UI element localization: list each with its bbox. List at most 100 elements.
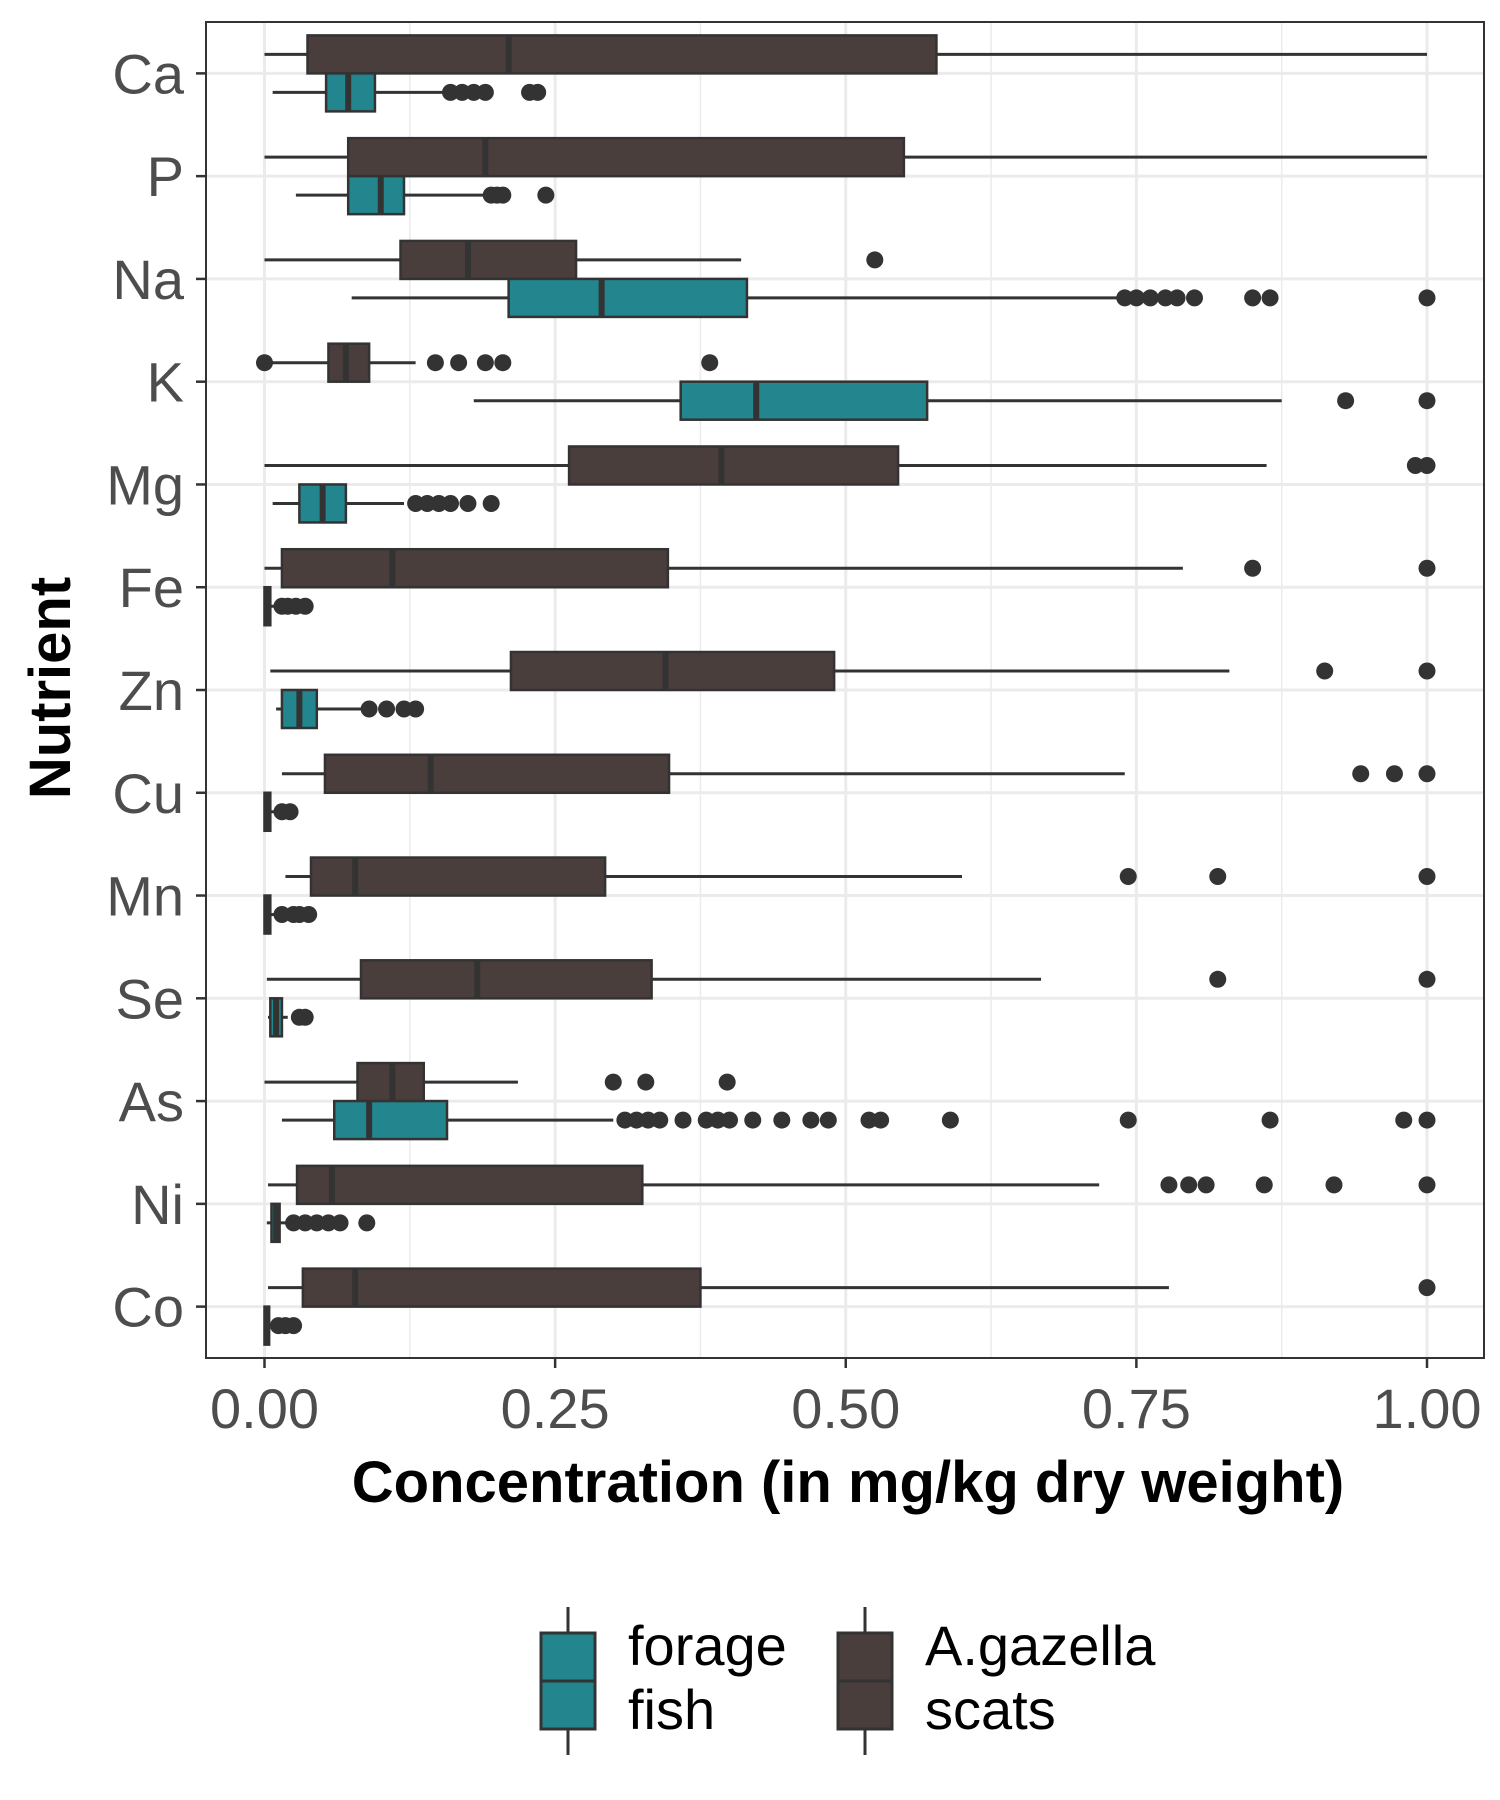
outlier-point	[459, 494, 477, 512]
outlier-point	[296, 1214, 314, 1232]
outlier-point	[1261, 289, 1279, 307]
outlier-point	[442, 494, 459, 512]
box	[309, 856, 607, 897]
outlier-point	[1316, 662, 1334, 680]
outlier-point	[872, 1111, 890, 1129]
y-tick-label: Cu	[112, 762, 184, 825]
outlier-point	[418, 494, 436, 512]
outlier-point	[300, 906, 318, 924]
outlier-point	[426, 354, 444, 372]
outlier-point	[1352, 765, 1370, 783]
outlier-point	[819, 1111, 837, 1129]
outlier-point	[1418, 765, 1436, 783]
outlier-point	[1418, 1176, 1436, 1194]
outlier-point	[1418, 559, 1436, 577]
plot-panel	[205, 21, 1485, 1359]
outlier-point	[1418, 662, 1436, 680]
legend-label: scats	[925, 1678, 1056, 1741]
box	[301, 1267, 702, 1308]
outlier-point	[941, 1111, 959, 1129]
outlier-point	[1418, 392, 1436, 410]
y-tick-label: Na	[112, 248, 184, 311]
x-tick-label: 0.00	[210, 1377, 319, 1440]
outlier-point	[529, 83, 547, 101]
outlier-point	[802, 1111, 820, 1129]
y-tick-label: Zn	[119, 659, 184, 722]
box	[359, 959, 653, 1000]
outlier-point	[1119, 868, 1137, 886]
box	[323, 753, 671, 795]
box	[295, 1164, 644, 1206]
outlier-point	[360, 700, 378, 718]
box	[567, 445, 900, 486]
outlier-point	[1255, 1176, 1273, 1194]
outlier-point	[1418, 1279, 1436, 1297]
x-tick-label: 1.00	[1373, 1377, 1482, 1440]
x-axis-title: Concentration (in mg/kg dry weight)	[352, 1450, 1344, 1515]
outlier-point	[465, 83, 483, 101]
outlier-point	[1197, 1176, 1215, 1194]
outlier-point	[628, 1111, 645, 1129]
box	[679, 380, 929, 421]
outlier-point	[697, 1111, 715, 1129]
outlier-point	[1418, 970, 1436, 988]
outlier-point	[296, 1008, 314, 1026]
outlier-point	[1418, 868, 1436, 886]
outlier-point	[1186, 289, 1203, 307]
y-tick-label: K	[147, 351, 184, 414]
box	[306, 34, 938, 75]
outlier-point	[407, 700, 425, 718]
outlier-point	[378, 700, 396, 718]
outlier-point	[494, 186, 512, 204]
outlier-point	[453, 83, 471, 101]
box	[509, 650, 836, 692]
outlier-point	[866, 251, 884, 269]
outlier-point	[1160, 1176, 1178, 1194]
outlier-point	[1209, 970, 1227, 988]
y-axis: Ca P Na K Mg Fe Zn Cu Mn Se As Ni Co	[106, 42, 206, 1339]
outlier-point	[616, 1111, 634, 1129]
y-tick-label: Mn	[106, 865, 184, 928]
outlier-point	[1209, 868, 1227, 886]
outlier-point	[273, 906, 291, 924]
outlier-point	[450, 354, 468, 372]
y-tick-label: P	[147, 145, 184, 208]
y-tick-label: Ni	[131, 1173, 184, 1236]
outlier-point	[319, 1214, 337, 1232]
box	[280, 547, 670, 589]
box	[399, 239, 578, 281]
outlier-point	[1156, 289, 1174, 307]
outlier-point	[1337, 392, 1355, 410]
legend-label: forage	[628, 1614, 787, 1677]
outlier-point	[860, 1111, 878, 1129]
outlier-point	[1418, 289, 1436, 307]
outlier-point	[331, 1214, 349, 1232]
legend-label: fish	[628, 1678, 715, 1741]
outlier-point	[1261, 1111, 1279, 1129]
y-tick-label: Fe	[119, 556, 184, 619]
outlier-point	[773, 1111, 791, 1129]
outlier-point	[537, 186, 555, 204]
outlier-point	[476, 354, 494, 372]
outlier-point	[637, 1073, 655, 1091]
outlier-point	[1385, 765, 1403, 783]
outlier-point	[407, 494, 425, 512]
outlier-point	[1127, 289, 1145, 307]
x-tick-label: 0.75	[1082, 1377, 1191, 1440]
outlier-point	[1244, 289, 1262, 307]
outlier-point	[1116, 289, 1134, 307]
outlier-point	[1418, 1111, 1436, 1129]
outlier-point	[281, 803, 299, 821]
outlier-point	[1406, 456, 1424, 474]
box	[346, 136, 906, 178]
outlier-point	[1180, 1176, 1198, 1194]
outlier-point	[285, 1317, 303, 1335]
outlier-point	[494, 354, 512, 372]
outlier-point	[482, 494, 500, 512]
y-tick-label: Co	[112, 1276, 184, 1339]
legend-label: A.gazella	[925, 1614, 1156, 1677]
outlier-point	[430, 494, 448, 512]
